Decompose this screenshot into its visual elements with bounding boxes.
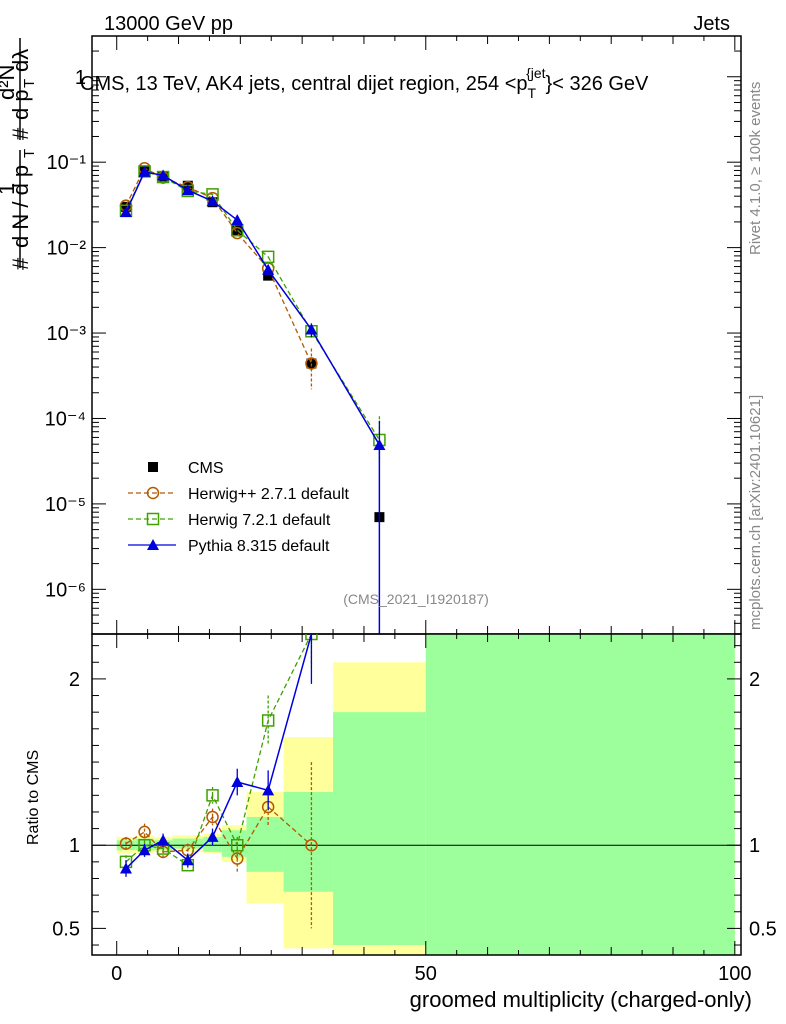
data-point-pythia <box>206 195 219 207</box>
category-label: Jets <box>693 13 730 35</box>
y-tick-label: 10⁻⁶ <box>45 579 86 601</box>
ratio-point-pythia <box>138 844 151 856</box>
ratio-point-herwig_7 <box>206 789 219 802</box>
ratio-series-herwig_pp <box>119 762 318 929</box>
ratio-point-herwig_7 <box>261 714 275 727</box>
series-herwig_7 <box>119 165 386 462</box>
ratio-point-pythia <box>119 862 132 874</box>
ratio-y-tick-label-right: 2 <box>749 669 760 691</box>
legend-label: Herwig++ 2.7.1 default <box>188 486 350 503</box>
energy-label: 13000 GeV pp <box>104 13 233 35</box>
ratio-point-pythia <box>181 854 194 866</box>
band-inner-6 <box>246 816 284 872</box>
main-y-axis-title: # d N / d p T 1 # d p T dλ d²N <box>0 38 38 270</box>
legend-marker-herwig_7 <box>146 512 160 526</box>
legend-label: CMS <box>188 460 224 477</box>
data-point-pythia <box>181 184 194 196</box>
band-inner-7 <box>283 792 334 892</box>
data-point-herwig_pp <box>305 357 318 370</box>
band-inner-8 <box>333 712 426 946</box>
band-inner-9 <box>425 634 735 955</box>
analysis-id: (CMS_2021_I1920187) <box>343 591 489 607</box>
data-point-pythia <box>119 206 132 218</box>
ratio-y-tick-label: 0.5 <box>52 918 80 940</box>
legend-entry-herwig_7: Herwig 7.2.1 default <box>128 512 331 529</box>
series-line-pythia <box>125 171 381 446</box>
x-tick-label: 50 <box>415 963 437 985</box>
ratio-y-tick-label-right: 0.5 <box>749 918 777 940</box>
data-point-herwig_7 <box>261 250 275 264</box>
series-line-herwig_7 <box>125 170 380 441</box>
ratio-point-herwig_pp <box>138 825 151 839</box>
data-point-pythia <box>157 169 170 181</box>
ratio-point-pythia <box>262 784 275 796</box>
ratio-y-tick-label: 2 <box>69 669 80 691</box>
y-tick-label: 1 <box>75 67 86 89</box>
ratio-series-pythia <box>119 634 313 877</box>
ratio-point-pythia <box>206 830 219 842</box>
ratio-line-herwig_pp <box>125 805 312 860</box>
ratio-frame <box>91 633 742 956</box>
legend-entry-cms: CMS <box>148 460 224 477</box>
mcplots-label: mcplots.cern.ch [arXiv:2401.10621] <box>747 395 764 630</box>
y-tick-label: 10⁻¹ <box>47 152 87 174</box>
rivet-label: Rivet 4.1.0, ≥ 100k events <box>747 82 764 255</box>
data-point-pythia <box>305 323 318 335</box>
y-tick-label: 10⁻⁵ <box>45 494 86 516</box>
ratio-y-axis-title: Ratio to CMS <box>25 750 42 845</box>
ratio-y-tick-label-right: 1 <box>749 835 760 857</box>
y-tick-label: 10⁻³ <box>47 323 87 345</box>
ratio-point-herwig_7 <box>231 838 244 852</box>
legend-label: Pythia 8.315 default <box>188 538 330 555</box>
ratio-bands <box>116 634 735 955</box>
ratio-series <box>119 634 318 929</box>
data-point-cms <box>263 270 274 281</box>
svg-text:T: T <box>21 79 38 88</box>
x-axis-title: groomed multiplicity (charged-only) <box>410 987 752 1012</box>
data-point-cms <box>232 225 243 236</box>
ratio-point-pythia <box>157 834 170 846</box>
ratio-line-herwig_7 <box>125 634 313 867</box>
y-tick-label: 10⁻⁴ <box>45 408 86 430</box>
series-cms <box>120 166 586 638</box>
data-point-pythia <box>373 438 386 450</box>
data-point-pythia <box>262 263 275 275</box>
plot-title: CMS, 13 TeV, AK4 jets, central dijet reg… <box>80 65 649 101</box>
x-tick-label: 0 <box>111 963 122 985</box>
svg-text:1: 1 <box>0 183 19 195</box>
x-tick-label: 100 <box>718 963 751 985</box>
legend: CMS Herwig++ 2.7.1 default Herwig 7.2.1 de… <box>128 460 350 555</box>
ratio-point-herwig_pp <box>119 837 133 850</box>
svg-text:T: T <box>21 149 38 158</box>
series-pythia <box>119 165 386 634</box>
legend-entry-herwig_pp: Herwig++ 2.7.1 default <box>128 486 350 503</box>
main-series <box>119 161 586 638</box>
svg-text:d²N: d²N <box>0 65 19 100</box>
data-point-pythia <box>138 165 151 177</box>
ratio-line-pythia <box>125 634 313 870</box>
legend-label: Herwig 7.2.1 default <box>188 512 331 529</box>
data-point-pythia <box>231 214 244 226</box>
ratio-y-tick-label: 1 <box>69 835 80 857</box>
legend-entry-pythia: Pythia 8.315 default <box>128 538 330 555</box>
ratio-point-herwig_pp <box>206 810 219 824</box>
ratio-point-herwig_pp <box>305 838 318 852</box>
legend-marker-cms <box>148 462 158 472</box>
y-tick-label: 10⁻² <box>47 238 87 260</box>
ratio-point-pythia <box>231 776 244 788</box>
legend-marker-herwig_pp <box>146 486 160 500</box>
main-panel: 10⁻⁶ 10⁻⁵ 10⁻⁴ 10⁻³ 10⁻² 10⁻¹ 1 CMS Herwig++ 2.7… <box>45 35 742 638</box>
legend-marker-pythia <box>147 539 159 550</box>
ratio-panel: 0 50 100 0.5 0.5 1 1 2 2 <box>52 633 777 985</box>
